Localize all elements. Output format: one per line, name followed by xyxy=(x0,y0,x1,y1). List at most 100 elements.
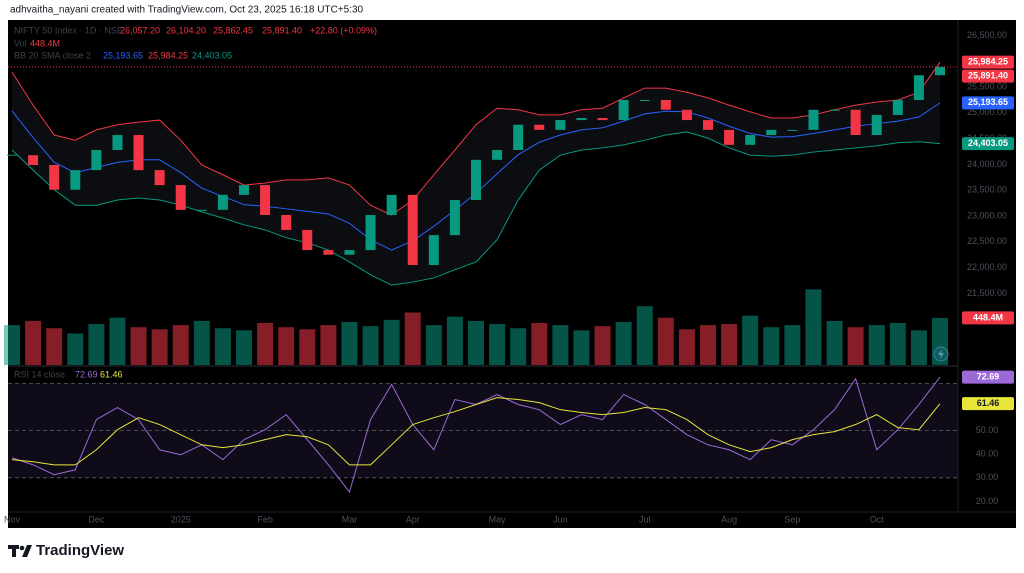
candle xyxy=(471,159,481,201)
bollinger-lower xyxy=(11,131,941,286)
candle xyxy=(344,250,355,255)
legend-text: BB 20 SMA close 2 xyxy=(14,50,91,60)
candle xyxy=(724,129,735,145)
volume-bar xyxy=(552,325,569,365)
axis-value-tag xyxy=(962,397,1014,411)
volume-bar xyxy=(320,325,337,365)
legend-text: RSI 14 close xyxy=(14,369,65,379)
candle xyxy=(70,170,81,190)
legend-text: 26,057.20 xyxy=(120,25,160,35)
volume-bar xyxy=(193,320,210,365)
candle xyxy=(49,164,60,190)
candle xyxy=(154,170,165,186)
candle xyxy=(935,66,945,76)
x-tick-label: Oct xyxy=(870,514,885,524)
y-tick-label: 23,500.00 xyxy=(967,185,1007,195)
volume-bar xyxy=(510,328,527,365)
volume-bar xyxy=(214,328,231,365)
volume-bar xyxy=(721,324,738,365)
candle xyxy=(7,154,17,156)
y-tick-label: 26,500.00 xyxy=(967,30,1007,40)
candle xyxy=(386,194,397,215)
candle xyxy=(808,109,819,130)
candle xyxy=(281,215,292,230)
volume-bar xyxy=(615,321,632,365)
volume-bar xyxy=(130,327,147,365)
volume-bar xyxy=(425,325,442,365)
x-tick-label: Jun xyxy=(553,514,568,524)
candle xyxy=(239,185,249,195)
volume-bar xyxy=(700,325,716,365)
legend-text: 448.4M xyxy=(30,38,60,48)
candle xyxy=(597,118,608,121)
rsi-ma-line xyxy=(11,397,941,466)
candle xyxy=(91,150,102,171)
volume-bar xyxy=(826,320,843,365)
volume-bar xyxy=(88,324,105,365)
volume-bar xyxy=(46,328,63,365)
candle xyxy=(323,250,334,255)
logo-part xyxy=(19,545,25,551)
candle xyxy=(618,99,629,121)
logo-part xyxy=(12,545,16,557)
y-tick-label: 21,500.00 xyxy=(967,288,1007,298)
x-tick-label: Apr xyxy=(406,514,420,524)
candle xyxy=(787,129,798,131)
axis-value-label: 448.4M xyxy=(973,312,1003,322)
plot: 21,000.0021,500.0022,000.0022,500.0023,0… xyxy=(4,25,1014,524)
bollinger-upper xyxy=(11,61,941,216)
axis-value-tag xyxy=(962,55,1014,69)
legend-text: 25,984.25 xyxy=(148,50,188,60)
volume-bar xyxy=(594,326,611,365)
axis-value-label: 25,891.40 xyxy=(968,70,1008,80)
volume-bar xyxy=(847,327,864,365)
legend-text: 24,403.05 xyxy=(192,50,232,60)
volume-bar xyxy=(299,329,316,365)
candle xyxy=(871,114,882,136)
y-tick-label: 25,000.00 xyxy=(967,107,1007,117)
volume-bar xyxy=(784,325,801,365)
candle xyxy=(407,194,418,266)
volume-bar xyxy=(172,325,189,365)
y-tick-label: 22,500.00 xyxy=(967,236,1007,246)
candle xyxy=(449,200,460,236)
axis-value-tag xyxy=(962,96,1014,110)
candle xyxy=(639,99,650,101)
candle xyxy=(217,194,228,210)
x-tick-label: Dec xyxy=(88,514,105,524)
volume-bar xyxy=(446,316,463,365)
candle xyxy=(196,209,207,211)
candle xyxy=(555,120,566,130)
rsi-tick-label: 50.00 xyxy=(976,425,999,435)
candle xyxy=(850,109,861,136)
axis-value-tag xyxy=(962,69,1014,83)
axis-value-label: 72.69 xyxy=(977,372,1000,382)
axis-value-label: 24,403.05 xyxy=(968,138,1008,148)
x-tick-label: Nov xyxy=(4,514,21,524)
volume-bar xyxy=(67,333,84,365)
candle xyxy=(302,229,313,251)
volume-bar xyxy=(4,325,20,365)
candle xyxy=(703,120,713,130)
candle xyxy=(766,129,777,136)
volume-bar xyxy=(383,319,400,365)
legend-text: 26,104.20 xyxy=(166,25,206,35)
candle xyxy=(892,99,903,115)
volume-bar xyxy=(763,327,780,365)
x-tick-label: Jul xyxy=(639,514,651,524)
volume-bar xyxy=(678,329,695,365)
candle xyxy=(133,135,144,171)
candle xyxy=(534,124,545,130)
axis-value-label: 25,193.65 xyxy=(968,97,1008,107)
legend-text: NIFTY 50 Index · 1D · NSE xyxy=(14,25,123,35)
volume-bar xyxy=(868,325,885,365)
legend-text: 25,891.40 xyxy=(262,25,302,35)
legend-text: Vol xyxy=(14,38,27,48)
x-tick-label: Sep xyxy=(784,514,800,524)
volume-bar xyxy=(910,330,927,365)
candle xyxy=(745,135,756,145)
legend-text: +22.80 (+0.09%) xyxy=(310,25,377,35)
candle xyxy=(513,124,524,150)
candle xyxy=(365,215,376,251)
brand-logo xyxy=(8,545,32,557)
